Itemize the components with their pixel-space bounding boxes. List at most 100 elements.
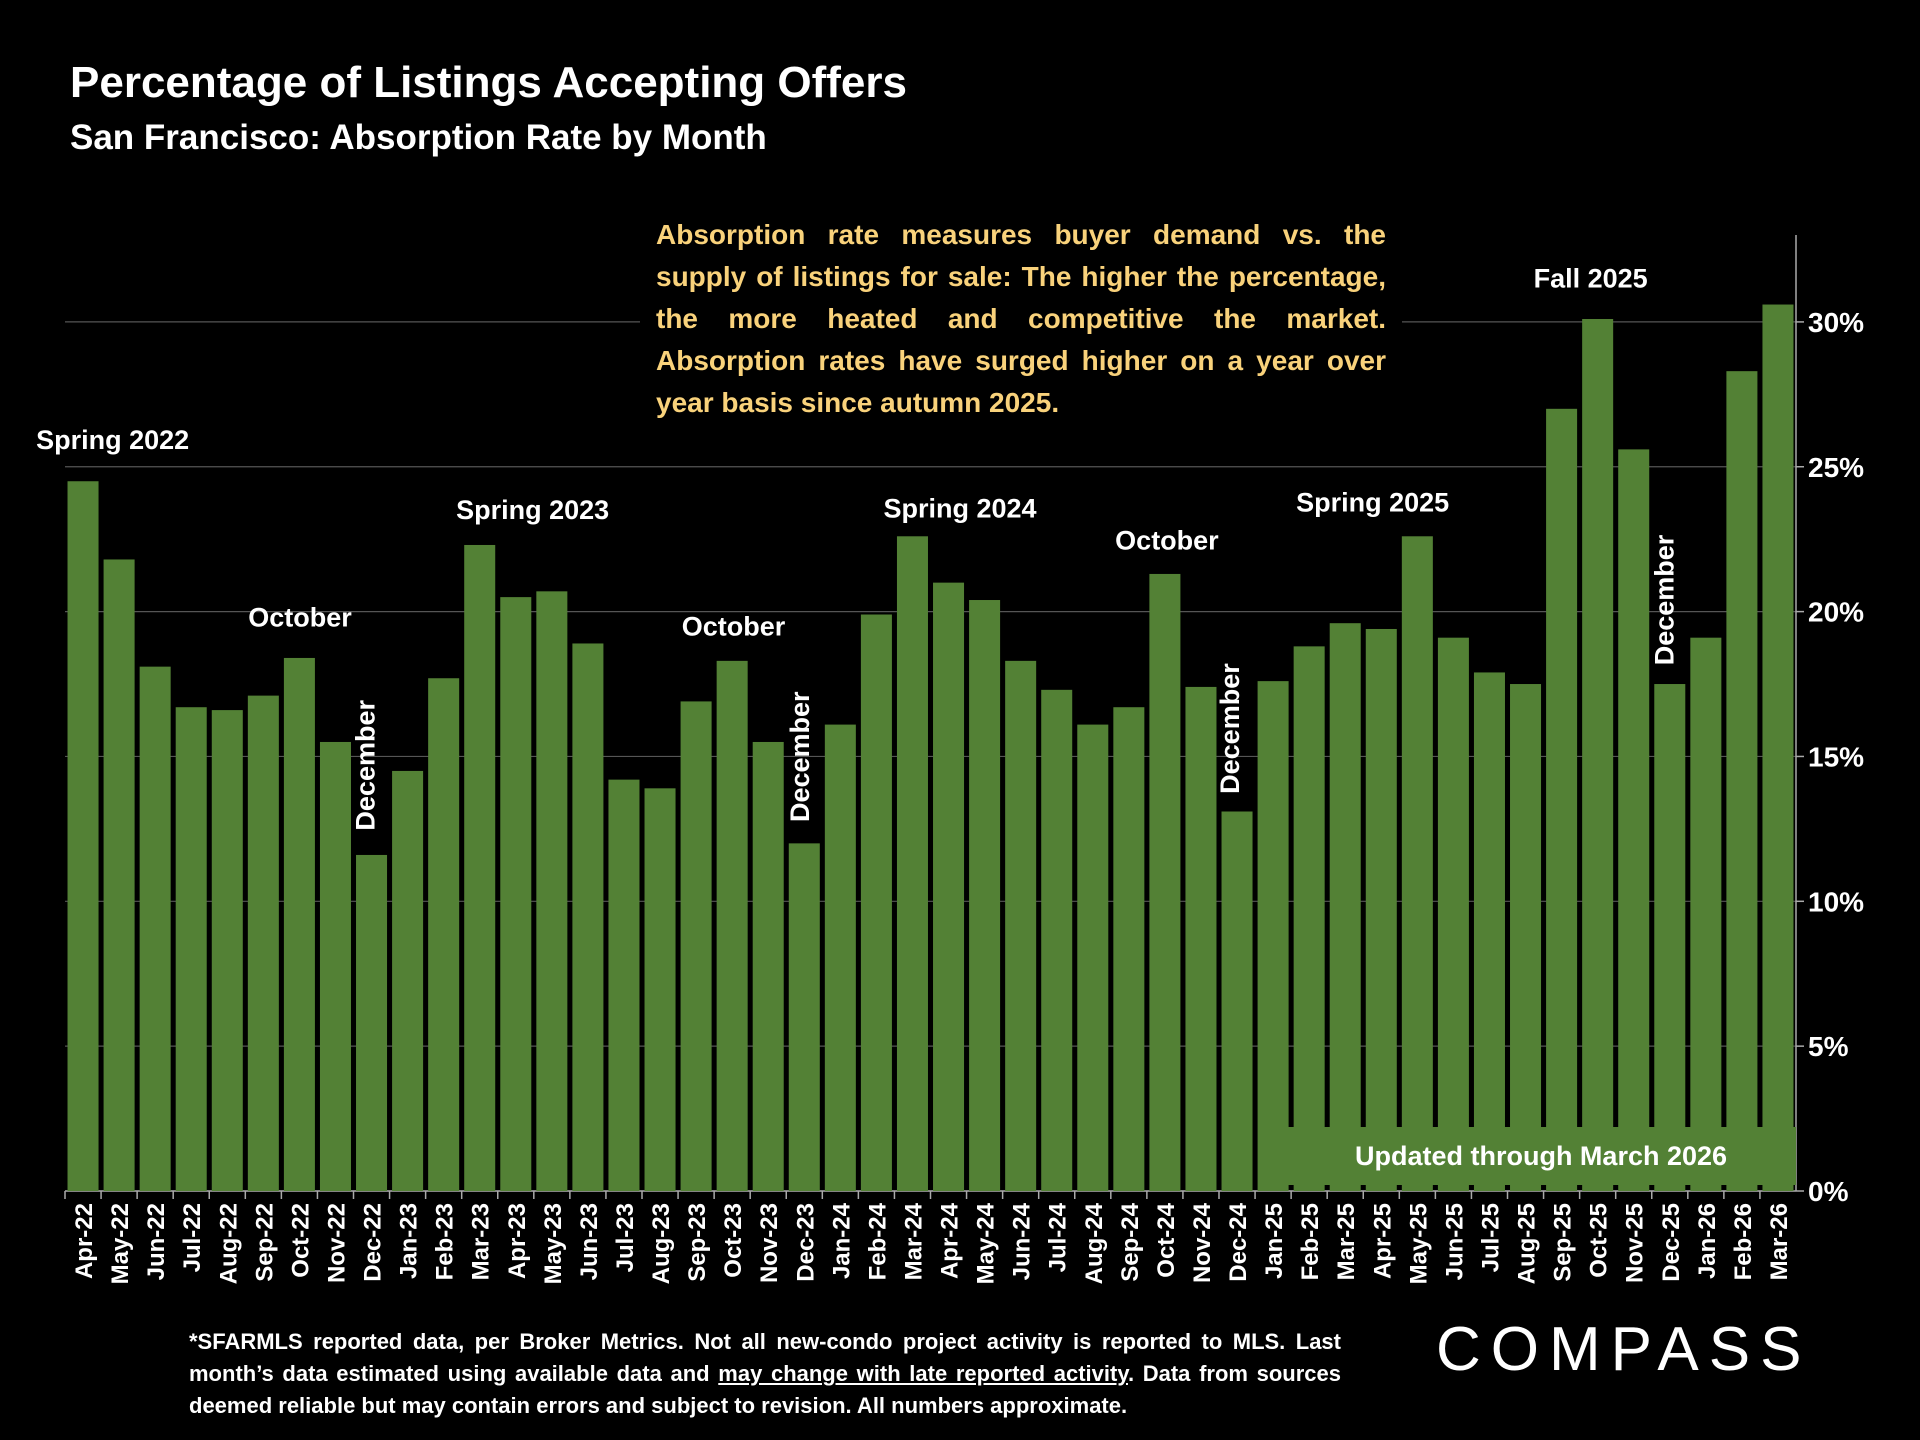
bar bbox=[536, 591, 568, 1191]
x-tick-label: Jul-24 bbox=[1045, 1202, 1072, 1272]
bar bbox=[103, 559, 135, 1191]
bar bbox=[356, 854, 388, 1191]
x-tick-label: Nov-24 bbox=[1189, 1202, 1216, 1283]
bar bbox=[1510, 684, 1542, 1191]
bar bbox=[1546, 408, 1578, 1191]
x-tick-label: Apr-23 bbox=[504, 1203, 531, 1279]
annotation: Spring 2022 bbox=[36, 425, 189, 455]
x-tick-label: Aug-22 bbox=[215, 1203, 242, 1284]
x-tick-label: Apr-25 bbox=[1369, 1203, 1396, 1279]
x-tick-label: Apr-24 bbox=[937, 1202, 964, 1279]
bar bbox=[1185, 686, 1217, 1191]
x-tick-label: Sep-23 bbox=[684, 1203, 711, 1282]
x-tick-label: Mar-24 bbox=[900, 1202, 927, 1280]
bar bbox=[933, 582, 965, 1191]
x-tick-label: Sep-24 bbox=[1117, 1202, 1144, 1281]
x-tick-label: Jul-23 bbox=[612, 1203, 639, 1272]
bar bbox=[680, 701, 712, 1191]
annotation: Fall 2025 bbox=[1534, 264, 1648, 294]
annotation: October bbox=[682, 611, 786, 641]
x-tick-label: Jun-23 bbox=[576, 1203, 603, 1280]
x-tick-label: Aug-25 bbox=[1514, 1203, 1541, 1284]
x-tick-label: Dec-25 bbox=[1658, 1203, 1685, 1282]
y-tick-label: 20% bbox=[1808, 597, 1864, 628]
x-tick-label: Jan-25 bbox=[1261, 1203, 1288, 1279]
bar bbox=[1221, 811, 1253, 1191]
annotation: December bbox=[785, 691, 815, 822]
bar bbox=[608, 779, 640, 1191]
x-tick-label: May-22 bbox=[107, 1203, 134, 1284]
footnote-text: *SFARMLS reported data, per Broker Metri… bbox=[189, 1329, 1341, 1386]
annotation: December bbox=[1215, 663, 1245, 794]
bar bbox=[67, 481, 99, 1191]
x-tick-label: Nov-23 bbox=[756, 1203, 783, 1283]
x-tick-label: Jul-25 bbox=[1477, 1203, 1504, 1272]
x-tick-label: Mar-25 bbox=[1333, 1203, 1360, 1280]
bar bbox=[1329, 623, 1361, 1191]
x-tick-label: Aug-24 bbox=[1081, 1202, 1108, 1284]
x-tick-label: Feb-23 bbox=[432, 1203, 459, 1280]
bar bbox=[464, 544, 496, 1191]
x-tick-label: Sep-22 bbox=[251, 1203, 278, 1282]
x-tick-label: Dec-23 bbox=[792, 1203, 819, 1282]
bar bbox=[1726, 371, 1758, 1191]
annotation: Spring 2024 bbox=[883, 494, 1036, 524]
x-tick-label: Jan-26 bbox=[1694, 1203, 1721, 1279]
bar bbox=[824, 724, 856, 1191]
x-tick-label: Mar-23 bbox=[468, 1203, 495, 1280]
bar bbox=[247, 695, 279, 1191]
y-tick-label: 25% bbox=[1808, 452, 1864, 483]
callout: Absorption rate measures buyer demand vs… bbox=[640, 214, 1402, 424]
x-tick-label: Dec-22 bbox=[360, 1203, 387, 1282]
bar bbox=[1654, 684, 1686, 1191]
y-tick-label: 30% bbox=[1808, 307, 1864, 338]
bar bbox=[1401, 536, 1433, 1191]
x-tick-label: Feb-24 bbox=[864, 1202, 891, 1280]
x-tick-label: Oct-25 bbox=[1586, 1203, 1613, 1278]
y-tick-label: 15% bbox=[1808, 741, 1864, 772]
annotation: Spring 2023 bbox=[456, 495, 609, 525]
annotation: October bbox=[248, 603, 352, 633]
bar bbox=[428, 678, 460, 1191]
x-tick-label: Oct-23 bbox=[720, 1203, 747, 1278]
bar bbox=[500, 597, 532, 1191]
x-tick-label: Feb-26 bbox=[1730, 1203, 1757, 1280]
bar bbox=[572, 643, 604, 1191]
bar bbox=[175, 707, 207, 1191]
x-tick-label: Jan-23 bbox=[396, 1203, 423, 1279]
bar bbox=[1149, 573, 1181, 1191]
bar bbox=[969, 600, 1001, 1191]
footnote: *SFARMLS reported data, per Broker Metri… bbox=[189, 1326, 1341, 1422]
annotation: December bbox=[350, 700, 380, 831]
x-tick-label: Apr-22 bbox=[71, 1203, 98, 1279]
bar bbox=[752, 741, 784, 1191]
chart-subtitle: San Francisco: Absorption Rate by Month bbox=[70, 118, 767, 157]
bar bbox=[1690, 637, 1722, 1191]
x-tick-label: May-25 bbox=[1405, 1203, 1432, 1284]
x-tick-label: Feb-25 bbox=[1297, 1203, 1324, 1280]
x-tick-label: Nov-22 bbox=[323, 1203, 350, 1283]
x-tick-label: Jan-24 bbox=[828, 1202, 855, 1279]
x-tick-label: Jun-25 bbox=[1441, 1203, 1468, 1280]
y-tick-label: 0% bbox=[1808, 1176, 1849, 1207]
bar bbox=[896, 536, 928, 1191]
bar bbox=[788, 843, 820, 1191]
bar bbox=[716, 660, 748, 1191]
bar bbox=[319, 741, 351, 1191]
y-tick-label: 10% bbox=[1808, 886, 1864, 917]
x-tick-label: Oct-24 bbox=[1153, 1202, 1180, 1277]
x-tick-label: Jun-24 bbox=[1009, 1202, 1036, 1280]
bar bbox=[644, 788, 676, 1191]
bar bbox=[1473, 672, 1505, 1191]
bar bbox=[211, 710, 243, 1191]
x-tick-label: Mar-26 bbox=[1766, 1203, 1793, 1280]
annotation: Spring 2025 bbox=[1296, 488, 1449, 518]
bar bbox=[1113, 707, 1145, 1191]
bar bbox=[1582, 319, 1614, 1192]
bar bbox=[1005, 660, 1037, 1191]
x-tick-label: Nov-25 bbox=[1622, 1203, 1649, 1283]
bar bbox=[1618, 449, 1650, 1192]
x-tick-label: Dec-24 bbox=[1225, 1202, 1252, 1281]
update-note: Updated through March 2026 bbox=[1286, 1127, 1796, 1185]
